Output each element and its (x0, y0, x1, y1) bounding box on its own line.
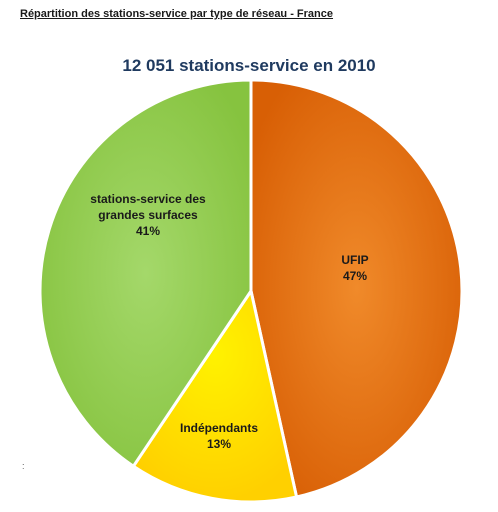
slice-percent-ufip: 47% (343, 269, 367, 283)
slice-name-grandes-surfaces: stations-service des (90, 192, 206, 206)
slice-name-ufip: UFIP (341, 253, 368, 267)
slice-name-grandes-surfaces: grandes surfaces (98, 208, 198, 222)
slice-name-independants: Indépendants (180, 421, 258, 435)
slice-label-ufip: UFIP 47% (341, 253, 368, 283)
slice-label-grandes-surfaces: stations-service des grandes surfaces 41% (90, 192, 206, 238)
pie-slice-grandes-surfaces (38, 78, 253, 468)
slice-label-independants: Indépendants 13% (180, 421, 258, 451)
chart-title: 12 051 stations-service en 2010 (122, 56, 376, 75)
pie-slice-ufip (249, 78, 464, 499)
side-mark: : (22, 461, 25, 471)
pie-slice-independants (131, 289, 299, 504)
slice-percent-independants: 13% (207, 437, 231, 451)
slice-percent-grandes-surfaces: 41% (136, 224, 160, 238)
page-header-title: Répartition des stations-service par typ… (20, 8, 334, 20)
